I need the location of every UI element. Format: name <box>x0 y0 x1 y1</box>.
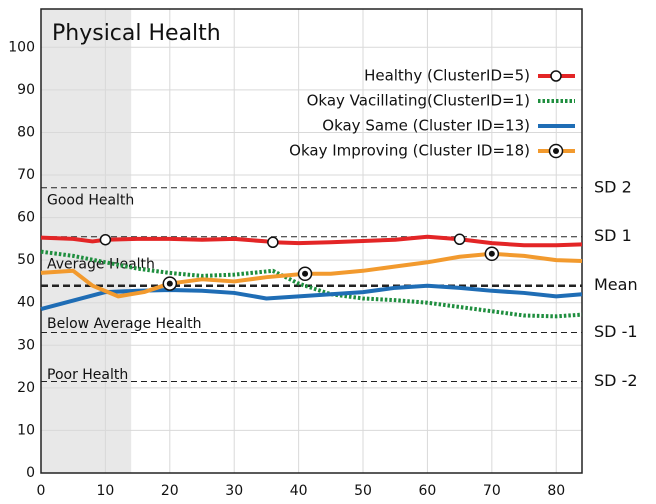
x-tick-label: 0 <box>37 483 46 499</box>
legend-label: Healthy (ClusterID=5) <box>364 67 530 85</box>
y-tick-label: 100 <box>8 39 35 55</box>
marker-dot <box>302 270 309 277</box>
region-label: Below Average Health <box>47 316 202 332</box>
chart-title: Physical Health <box>52 21 221 46</box>
region-label: Good Health <box>47 193 134 209</box>
y-tick-label: 80 <box>17 124 35 140</box>
x-tick-label: 30 <box>225 483 243 499</box>
marker-dot <box>166 280 173 287</box>
legend-label: Okay Vacillating(ClusterID=1) <box>307 92 530 110</box>
marker <box>99 233 112 246</box>
reference-label: SD 2 <box>594 177 632 196</box>
marker-dot <box>488 250 495 257</box>
legend-label: Okay Improving (Cluster ID=18) <box>289 142 530 160</box>
series-line <box>40 249 583 319</box>
y-tick-label: 50 <box>17 252 35 268</box>
region-label: Average Health <box>47 256 155 272</box>
x-tick-label: 20 <box>161 483 179 499</box>
marker <box>550 70 562 82</box>
plot-border <box>40 8 583 474</box>
y-tick-label: 0 <box>26 465 35 481</box>
x-tick-label: 60 <box>419 483 437 499</box>
y-tick-label: 10 <box>17 422 35 438</box>
y-tick-label: 40 <box>17 295 35 311</box>
reference-label: SD -2 <box>594 371 638 390</box>
x-tick-label: 80 <box>547 483 565 499</box>
legend-label: Okay Same (Cluster ID=13) <box>322 117 530 135</box>
x-tick-label: 50 <box>354 483 372 499</box>
reference-label: Mean <box>594 275 638 294</box>
y-tick-label: 60 <box>17 210 35 226</box>
y-tick-label: 90 <box>17 82 35 98</box>
y-tick-label: 70 <box>17 167 35 183</box>
reference-label: SD -1 <box>594 322 638 341</box>
marker <box>267 236 279 249</box>
region-label: Poor Health <box>47 367 128 383</box>
x-tick-label: 70 <box>483 483 501 499</box>
marker <box>453 233 466 246</box>
series-line <box>40 283 583 312</box>
x-tick-label: 10 <box>96 483 114 499</box>
reference-label: SD 1 <box>594 226 632 245</box>
x-tick-label: 40 <box>290 483 308 499</box>
y-tick-label: 20 <box>17 380 35 396</box>
y-tick-label: 30 <box>17 337 35 353</box>
marker-dot <box>553 148 559 154</box>
